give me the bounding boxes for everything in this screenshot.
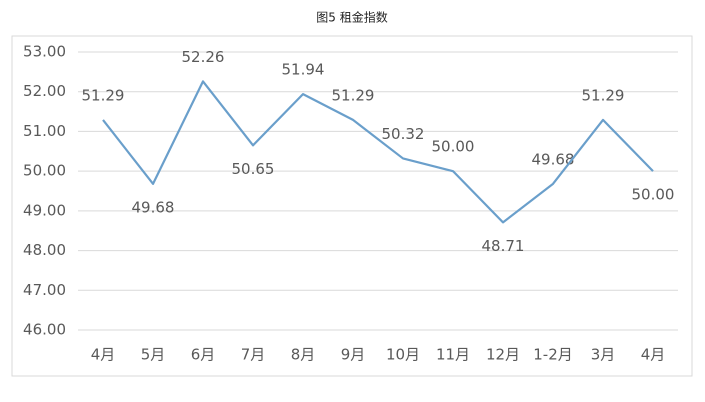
x-tick-label: 6月 [191, 346, 216, 364]
x-tick-label: 4月 [641, 346, 666, 364]
value-label: 49.68 [532, 150, 575, 168]
value-label: 49.68 [132, 198, 175, 216]
x-tick-label: 7月 [241, 346, 266, 364]
line [102, 80, 654, 224]
chart-frame [11, 35, 693, 377]
value-label: 51.29 [582, 86, 625, 104]
value-label: 50.00 [632, 186, 675, 204]
y-tick-label: 53.00 [23, 43, 66, 61]
y-tick-label: 49.00 [23, 201, 66, 219]
value-label: 52.26 [182, 48, 225, 66]
x-tick-label: 9月 [341, 346, 366, 364]
y-tick-label: 51.00 [23, 122, 66, 140]
value-label: 50.32 [382, 125, 425, 143]
x-tick-label: 10月 [386, 346, 420, 364]
chart-title: 图5 租金指数 [316, 10, 387, 25]
value-label: 51.29 [82, 86, 125, 104]
y-tick-label: 47.00 [23, 281, 66, 299]
x-tick-label: 11月 [436, 346, 470, 364]
value-label: 50.65 [232, 160, 275, 178]
x-tick-label: 3月 [591, 346, 616, 364]
y-tick-label: 48.00 [23, 241, 66, 259]
x-tick-label: 12月 [486, 346, 520, 364]
y-tick-label: 46.00 [23, 321, 66, 339]
x-tick-label: 1-2月 [533, 346, 573, 364]
value-label: 48.71 [482, 237, 525, 255]
y-tick-label: 50.00 [23, 162, 66, 180]
x-tick-label: 5月 [141, 346, 166, 364]
x-tick-label: 8月 [291, 346, 316, 364]
value-label: 50.00 [432, 138, 475, 156]
x-tick-label: 4月 [91, 346, 116, 364]
y-tick-label: 52.00 [23, 82, 66, 100]
value-label: 51.94 [282, 61, 325, 79]
value-label: 51.29 [332, 86, 375, 104]
